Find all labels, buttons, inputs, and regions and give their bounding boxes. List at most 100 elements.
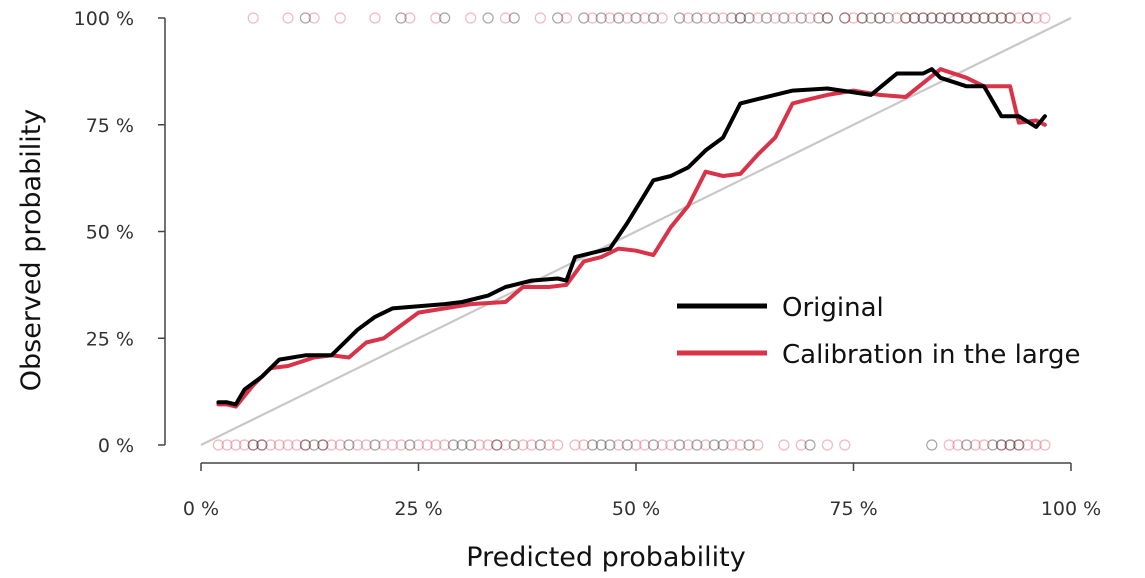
- outcome-marker-original: [595, 12, 607, 24]
- outcome-marker-calibrated: [682, 439, 694, 451]
- outcome-marker-original: [813, 12, 825, 24]
- outcome-marker-original: [534, 439, 546, 451]
- outcome-marker-calibrated: [282, 439, 294, 451]
- outcome-marker-calibrated: [699, 12, 712, 24]
- outcome-marker-calibrated: [795, 439, 807, 451]
- outcome-marker-calibrated: [839, 12, 851, 24]
- outcome-marker-calibrated: [656, 12, 668, 24]
- outcome-marker-original: [308, 439, 320, 451]
- outcome-marker-calibrated: [734, 12, 747, 24]
- outcome-marker-original: [995, 439, 1008, 451]
- outcome-marker-calibrated: [491, 439, 503, 451]
- outcome-marker-original: [821, 12, 834, 24]
- outcome-marker-calibrated: [769, 12, 781, 24]
- outcome-marker-calibrated: [821, 439, 834, 451]
- outcome-marker-original: [708, 439, 720, 451]
- outcome-marker-calibrated: [439, 439, 451, 451]
- y-axis-title: Observed probability: [16, 109, 47, 392]
- series-layer: [216, 67, 1047, 409]
- outcome-marker-calibrated: [891, 12, 903, 24]
- outcome-marker-calibrated: [726, 439, 738, 451]
- outcome-marker-original: [482, 12, 494, 24]
- outcome-marker-original: [934, 12, 947, 24]
- outcome-marker-calibrated: [499, 12, 512, 24]
- outcome-marker-original: [508, 12, 520, 24]
- outcome-marker-calibrated: [282, 12, 294, 24]
- outcome-marker-original: [673, 12, 686, 24]
- outcome-marker-calibrated: [856, 12, 868, 24]
- outcome-marker-original: [865, 12, 877, 24]
- outcome-marker-calibrated: [934, 12, 947, 24]
- outcome-marker-calibrated: [752, 439, 764, 451]
- outcome-marker-calibrated: [430, 12, 442, 24]
- outcome-marker-calibrated: [334, 439, 346, 451]
- outcome-marker-calibrated: [639, 12, 651, 24]
- outcome-marker-calibrated: [821, 12, 834, 24]
- outcome-marker-calibrated: [699, 439, 712, 451]
- outcome-marker-original: [317, 439, 329, 451]
- outcome-marker-original: [299, 439, 311, 451]
- outcome-marker-original: [960, 439, 973, 451]
- outcome-marker-original: [343, 439, 355, 451]
- outcome-marker-calibrated: [926, 12, 938, 24]
- outcome-marker-original: [743, 12, 755, 24]
- outcome-marker-original: [647, 12, 660, 24]
- outcome-marker-calibrated: [430, 439, 442, 451]
- outcome-marker-calibrated: [308, 12, 320, 24]
- outcome-marker-original: [839, 12, 851, 24]
- outcome-marker-original: [447, 439, 459, 451]
- outcome-marker-original: [969, 12, 981, 24]
- outcome-marker-calibrated: [395, 439, 407, 451]
- outcome-marker-calibrated: [238, 439, 251, 451]
- outcome-marker-calibrated: [221, 439, 233, 451]
- outcome-marker-original: [926, 12, 938, 24]
- outcome-marker-original: [621, 439, 633, 451]
- outcome-marker-calibrated: [900, 12, 912, 24]
- y-tick-label: 100 %: [74, 8, 134, 30]
- outcome-marker-calibrated: [639, 439, 651, 451]
- outcome-marker-original: [960, 12, 973, 24]
- outcome-marker-original: [778, 12, 790, 24]
- outcome-marker-calibrated: [804, 12, 816, 24]
- outcome-marker-original: [404, 439, 416, 451]
- outcome-marker-calibrated: [665, 439, 677, 451]
- outcome-marker-calibrated: [578, 439, 590, 451]
- outcome-marker-original: [491, 439, 503, 451]
- outcome-marker-calibrated: [273, 439, 285, 451]
- outcome-marker-calibrated: [995, 12, 1008, 24]
- outcome-marker-calibrated: [630, 439, 642, 451]
- outcome-marker-calibrated: [621, 12, 633, 24]
- reference-diagonal-line: [200, 17, 1072, 446]
- x-axis: 0 % 25 % 50 % 75 % 100 %: [183, 462, 1101, 520]
- outcome-marker-calibrated: [995, 439, 1008, 451]
- outcome-marker-original: [647, 439, 660, 451]
- outcome-marker-calibrated: [534, 12, 546, 24]
- outcome-marker-calibrated: [1004, 12, 1016, 24]
- outcome-marker-calibrated: [552, 439, 564, 451]
- outcome-marker-calibrated: [839, 439, 851, 451]
- outcome-marker-original: [795, 12, 807, 24]
- outcome-marker-original: [995, 12, 1008, 24]
- outcome-marker-original: [717, 439, 729, 451]
- series-line-calibration: [216, 67, 1047, 409]
- outcome-marker-original: [604, 439, 616, 451]
- outcome-marker-calibrated: [969, 439, 981, 451]
- outcome-marker-original: [987, 439, 999, 451]
- outcome-marker-original: [1021, 12, 1034, 24]
- outcome-marker-original: [552, 12, 564, 24]
- outcome-marker-calibrated: [717, 12, 729, 24]
- outcome-marker-original: [743, 439, 755, 451]
- outcome-marker-original: [987, 12, 999, 24]
- outcome-marker-calibrated: [421, 439, 433, 451]
- outcome-marker-original: [726, 12, 738, 24]
- outcome-marker-original: [691, 12, 703, 24]
- outcome-marker-calibrated: [247, 439, 259, 451]
- outcome-marker-calibrated: [1030, 12, 1042, 24]
- y-tick-label: 25 %: [86, 328, 134, 350]
- x-axis-title: Predicted probability: [466, 542, 745, 573]
- outcome-marker-original: [299, 12, 311, 24]
- outcome-marker-calibrated: [1013, 12, 1025, 24]
- outcome-marker-calibrated: [256, 439, 268, 451]
- outcome-marker-original: [952, 12, 964, 24]
- outcome-marker-calibrated: [560, 12, 573, 24]
